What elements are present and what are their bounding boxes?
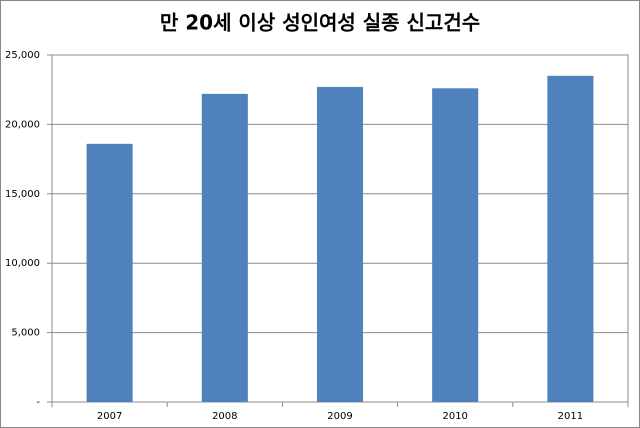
x-tick-label: 2009	[327, 411, 352, 422]
bar	[201, 93, 248, 402]
y-tick-label: 20,000	[5, 119, 40, 130]
x-tick-label: 2008	[212, 411, 237, 422]
bar	[432, 88, 479, 402]
chart-title: 만 20세 이상 성인여성 실종 신고건수	[160, 11, 480, 35]
y-tick-label: 15,000	[5, 189, 40, 200]
bar	[316, 86, 364, 402]
x-tick-label: 2011	[558, 411, 583, 422]
bar	[547, 75, 594, 402]
y-tick-label: 25,000	[5, 50, 40, 61]
y-tick-label: 10,000	[5, 258, 40, 269]
x-tick-label: 2007	[97, 411, 122, 422]
bar	[86, 143, 133, 402]
x-tick-label: 2010	[442, 411, 467, 422]
y-tick-label: -	[36, 397, 40, 408]
y-tick-label: 5,000	[11, 328, 40, 339]
